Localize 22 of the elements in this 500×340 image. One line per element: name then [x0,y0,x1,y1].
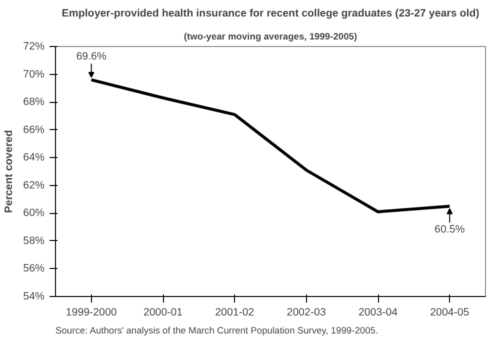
x-tick-label: 2004-05 [430,306,470,318]
y-tick-label: 66% [23,124,46,136]
y-tick-label: 70% [23,68,46,80]
x-tick-label: 2000-01 [143,306,183,318]
x-tick-label: 1999-2000 [66,306,117,318]
x-tick-label: 2002-03 [286,306,326,318]
y-tick-label: 56% [23,262,46,275]
x-tick-label: 2003-04 [358,306,398,318]
y-tick-label: 54% [23,290,46,302]
x-tick-label: 2001-02 [215,306,254,318]
chart-title: Employer-provided health insurance for recent college graduates (23-27 years old) [62,8,480,20]
y-tick-label: 68% [23,96,46,108]
y-tick-label: 58% [23,234,46,247]
y-tick-label: 62% [23,179,46,192]
annotation: 60.5% [434,224,466,236]
annotation: 69.6% [76,50,107,62]
y-tick-label: 60% [23,207,46,220]
y-tick-label: 64% [23,152,46,164]
y-axis-title: Percent covered [3,130,16,213]
y-tick-label: 72% [23,40,46,52]
source-note: Source: Authors' analysis of the March Current Population Survey, 1999-2005. [56,326,378,336]
chart-subtitle: (two-year moving averages, 1999-2005) [184,32,358,42]
